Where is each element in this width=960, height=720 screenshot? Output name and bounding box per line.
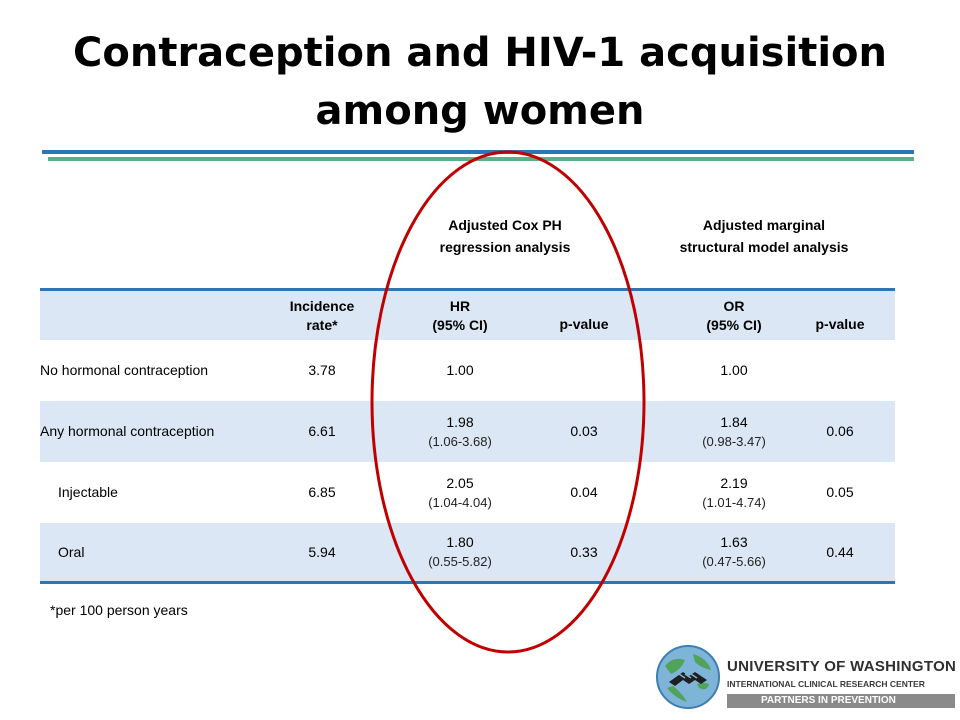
incidence-column-header: Incidence rate* bbox=[289, 297, 355, 333]
row-label: Any hormonal contraception bbox=[40, 423, 215, 439]
hr-ci: (0.55-5.82) bbox=[428, 554, 492, 569]
cox-pvalue-cell: 0.04 bbox=[570, 484, 598, 500]
hr-cell: 1.98 (1.06-3.68) bbox=[428, 413, 492, 449]
msm-group-header: Adjusted marginal structural model analy… bbox=[636, 214, 892, 258]
or-cell: 1.00 bbox=[720, 362, 748, 378]
or-cell: 1.63 (0.47-5.66) bbox=[702, 534, 766, 569]
msm-header-line-2: structural model analysis bbox=[679, 239, 849, 255]
logo-program-name: PARTNERS IN PREVENTION bbox=[761, 695, 896, 706]
table-header-row: Incidence rate* HR (95% CI) p-value OR (… bbox=[40, 288, 895, 340]
logo-center-name: INTERNATIONAL CLINICAL RESEARCH CENTER bbox=[727, 679, 925, 689]
cox-group-header: Adjusted Cox PH regression analysis bbox=[400, 214, 610, 258]
hr-ci: (1.06-3.68) bbox=[428, 433, 492, 449]
row-label: Oral bbox=[58, 543, 85, 560]
globe-handshake-icon bbox=[656, 645, 720, 709]
cox-pvalue-cell: 0.03 bbox=[570, 423, 598, 439]
table-row: No hormonal contraception 3.78 1.00 1.00 bbox=[40, 340, 895, 401]
footnote: *per 100 person years bbox=[50, 602, 188, 618]
hr-ci: (1.04-4.04) bbox=[428, 494, 492, 510]
or-column-header: OR (95% CI) bbox=[706, 297, 762, 333]
results-table: Incidence rate* HR (95% CI) p-value OR (… bbox=[40, 288, 895, 584]
logo-university-name: UNIVERSITY OF WASHINGTON bbox=[727, 658, 957, 675]
hr-cell: 2.05 (1.04-4.04) bbox=[428, 474, 492, 510]
or-ci: (0.98-3.47) bbox=[702, 433, 766, 449]
uw-icrc-logo: UNIVERSITY OF WASHINGTON INTERNATIONAL C… bbox=[655, 642, 957, 714]
msm-pvalue-cell: 0.06 bbox=[826, 423, 854, 439]
logo-program-bar: PARTNERS IN PREVENTION bbox=[727, 694, 955, 708]
cox-header-line-1: Adjusted Cox PH bbox=[448, 217, 562, 233]
table-row: Injectable 6.85 2.05 (1.04-4.04) 0.04 2.… bbox=[40, 462, 895, 523]
incidence-cell: 5.94 bbox=[308, 543, 336, 560]
hr-cell: 1.80 (0.55-5.82) bbox=[428, 534, 492, 569]
slide-title: Contraception and HIV-1 acquisition amon… bbox=[0, 24, 960, 140]
incidence-cell: 6.85 bbox=[308, 484, 336, 500]
msm-pvalue-cell: 0.05 bbox=[826, 484, 854, 500]
title-line-2: among women bbox=[315, 88, 645, 134]
or-ci: (0.47-5.66) bbox=[702, 554, 766, 569]
hr-cell: 1.00 bbox=[446, 362, 474, 378]
title-divider-green bbox=[48, 157, 914, 161]
row-label: Injectable bbox=[58, 484, 118, 500]
msm-pvalue-column-header: p-value bbox=[815, 316, 865, 332]
cox-header-line-2: regression analysis bbox=[439, 239, 571, 255]
or-cell: 1.84 (0.98-3.47) bbox=[702, 413, 766, 449]
or-ci: (1.01-4.74) bbox=[702, 494, 766, 510]
hr-column-header: HR (95% CI) bbox=[432, 297, 488, 333]
incidence-cell: 3.78 bbox=[308, 362, 336, 378]
or-cell: 2.19 (1.01-4.74) bbox=[702, 474, 766, 510]
msm-header-line-1: Adjusted marginal bbox=[702, 217, 826, 233]
msm-pvalue-cell: 0.44 bbox=[826, 543, 854, 560]
table-row: Oral 5.94 1.80 (0.55-5.82) 0.33 1.63 (0.… bbox=[40, 523, 895, 584]
incidence-cell: 6.61 bbox=[308, 423, 336, 439]
cox-pvalue-column-header: p-value bbox=[559, 316, 609, 332]
row-label: No hormonal contraception bbox=[40, 362, 209, 378]
title-divider-blue bbox=[42, 150, 914, 154]
table-row: Any hormonal contraception 6.61 1.98 (1.… bbox=[40, 401, 895, 462]
cox-pvalue-cell: 0.33 bbox=[570, 543, 598, 560]
title-line-1: Contraception and HIV-1 acquisition bbox=[73, 30, 887, 76]
